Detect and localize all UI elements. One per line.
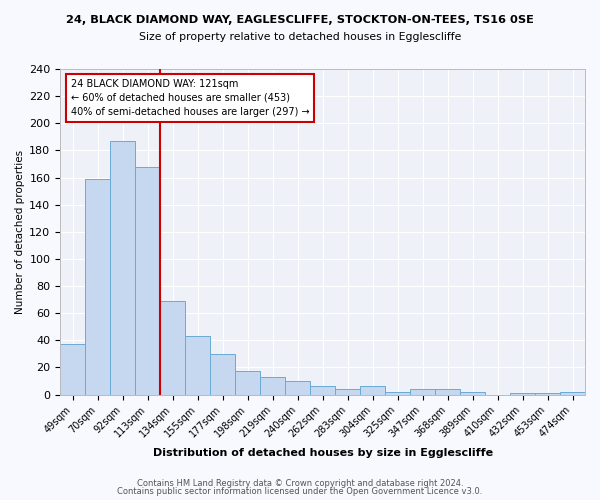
Bar	[360, 386, 385, 394]
Bar	[460, 392, 485, 394]
Bar	[85, 179, 110, 394]
Bar	[135, 166, 160, 394]
Text: Contains HM Land Registry data © Crown copyright and database right 2024.: Contains HM Land Registry data © Crown c…	[137, 478, 463, 488]
Y-axis label: Number of detached properties: Number of detached properties	[15, 150, 25, 314]
Bar	[160, 301, 185, 394]
Text: Size of property relative to detached houses in Egglescliffe: Size of property relative to detached ho…	[139, 32, 461, 42]
Bar	[60, 344, 85, 395]
Bar	[185, 336, 210, 394]
Text: 24 BLACK DIAMOND WAY: 121sqm
← 60% of detached houses are smaller (453)
40% of s: 24 BLACK DIAMOND WAY: 121sqm ← 60% of de…	[71, 79, 309, 117]
Text: Contains public sector information licensed under the Open Government Licence v3: Contains public sector information licen…	[118, 487, 482, 496]
Bar	[110, 141, 135, 395]
Text: 24, BLACK DIAMOND WAY, EAGLESCLIFFE, STOCKTON-ON-TEES, TS16 0SE: 24, BLACK DIAMOND WAY, EAGLESCLIFFE, STO…	[66, 15, 534, 25]
Bar	[235, 372, 260, 394]
Bar	[385, 392, 410, 394]
Bar	[535, 393, 560, 394]
Bar	[510, 393, 535, 394]
X-axis label: Distribution of detached houses by size in Egglescliffe: Distribution of detached houses by size …	[152, 448, 493, 458]
Bar	[285, 381, 310, 394]
Bar	[310, 386, 335, 394]
Bar	[210, 354, 235, 395]
Bar	[260, 377, 285, 394]
Bar	[335, 389, 360, 394]
Bar	[435, 389, 460, 394]
Bar	[410, 389, 435, 394]
Bar	[560, 392, 585, 394]
